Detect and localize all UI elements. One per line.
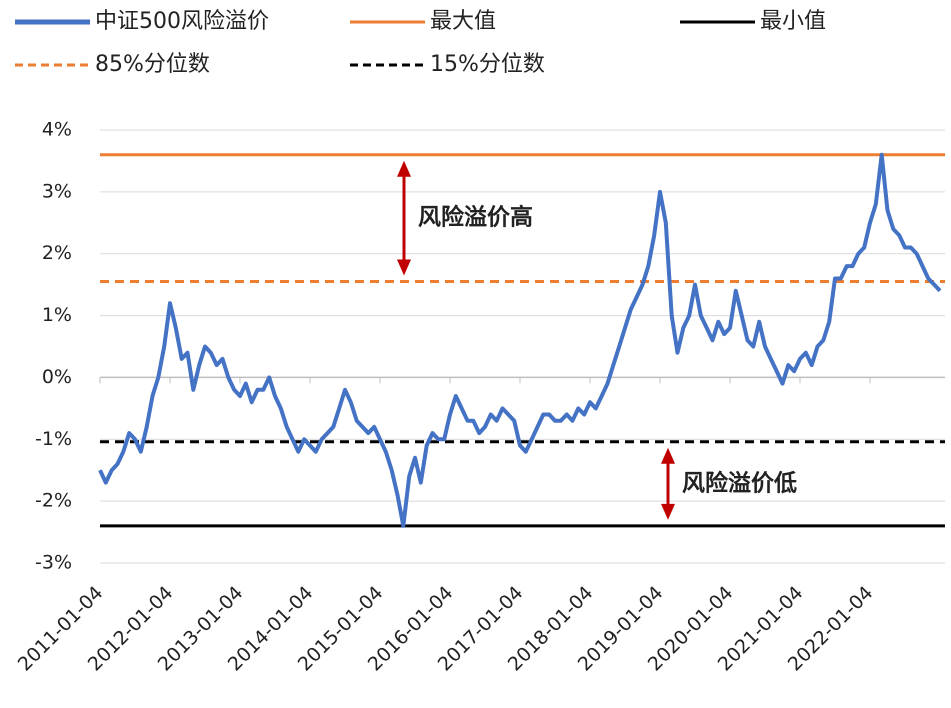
- annotation: 风险溢价低: [682, 469, 797, 496]
- y-tick-label: 2%: [42, 242, 72, 264]
- y-tick-label: 0%: [42, 366, 72, 388]
- series-line: [98, 152, 942, 528]
- legend-label: 中证500风险溢价: [95, 9, 269, 34]
- legend-label: 15%分位数: [430, 52, 545, 77]
- arrow-head: [661, 447, 675, 464]
- legend-label: 最小值: [760, 9, 826, 34]
- y-tick-label: -1%: [35, 428, 72, 450]
- arrow-head: [397, 259, 411, 276]
- legend-label: 85%分位数: [95, 52, 210, 77]
- annotation: 风险溢价高: [418, 204, 533, 231]
- y-tick-label: -3%: [35, 552, 72, 574]
- y-tick-label: 3%: [42, 180, 72, 202]
- arrow-head: [661, 503, 675, 520]
- y-tick-label: 1%: [42, 304, 72, 326]
- y-tick-label: 4%: [42, 119, 72, 141]
- legend-label: 最大值: [430, 9, 496, 34]
- y-tick-label: -2%: [35, 490, 72, 512]
- arrow-head: [397, 160, 411, 177]
